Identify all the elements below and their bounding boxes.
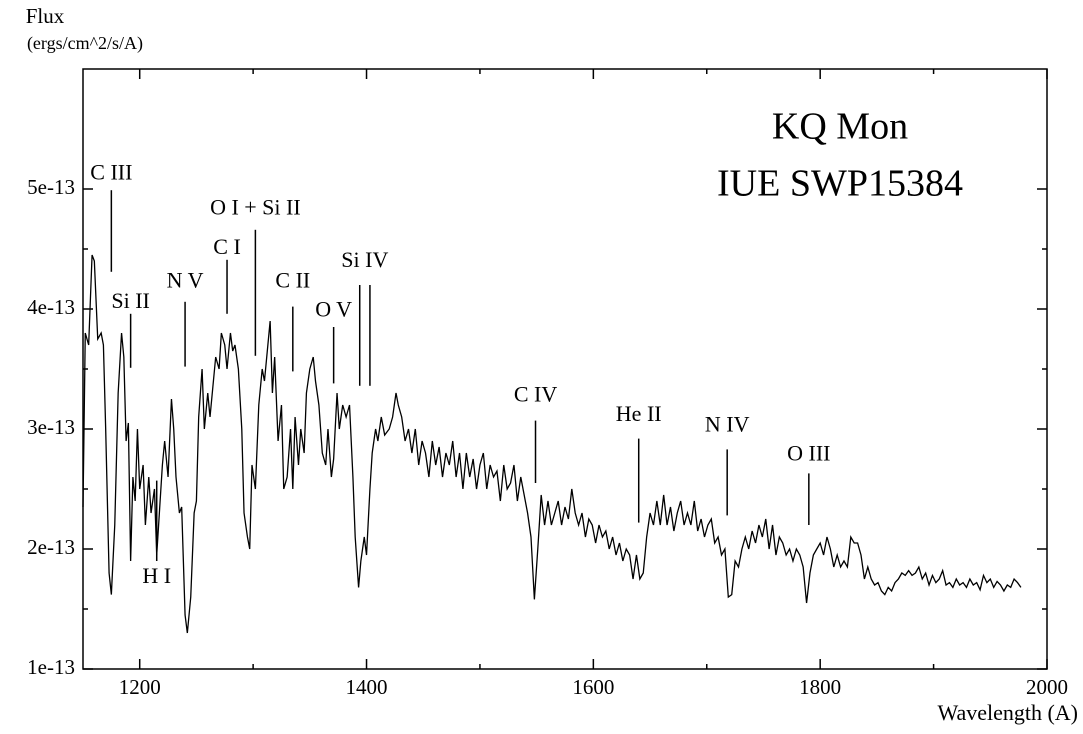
x-tick-label: 1600 <box>572 675 614 699</box>
line-label: O V <box>315 296 352 321</box>
line-label: H I <box>142 563 171 588</box>
y-tick-label: 2e-13 <box>27 535 75 559</box>
line-label: O I + Si II <box>210 194 301 219</box>
line-label: C IV <box>514 382 558 407</box>
line-label: O III <box>787 440 830 465</box>
line-label: C I <box>213 234 241 259</box>
line-label: Si IV <box>341 247 388 272</box>
y-axis-unit: (ergs/cm^2/s/A) <box>27 33 143 54</box>
spectrum-line <box>82 254 1022 634</box>
chart-subtitle: IUE SWP15384 <box>717 163 963 205</box>
x-tick-label: 1200 <box>119 675 161 699</box>
x-tick-label: 1400 <box>346 675 388 699</box>
line-label: N IV <box>705 412 750 437</box>
y-axis-label: Flux <box>26 4 65 28</box>
y-tick-label: 5e-13 <box>27 175 75 199</box>
x-axis-label: Wavelength (A) <box>937 700 1078 725</box>
line-label: He II <box>616 401 662 426</box>
x-tick-label: 1800 <box>799 675 841 699</box>
y-tick-label: 4e-13 <box>27 295 75 319</box>
y-tick-label: 1e-13 <box>27 655 75 679</box>
x-tick-label: 2000 <box>1026 675 1068 699</box>
y-tick-label: 3e-13 <box>27 415 75 439</box>
line-label: C III <box>90 160 132 185</box>
chart-title: KQ Mon <box>772 106 908 148</box>
line-label: N V <box>167 268 204 293</box>
line-label: Si II <box>111 288 150 313</box>
line-label: C II <box>275 268 310 293</box>
